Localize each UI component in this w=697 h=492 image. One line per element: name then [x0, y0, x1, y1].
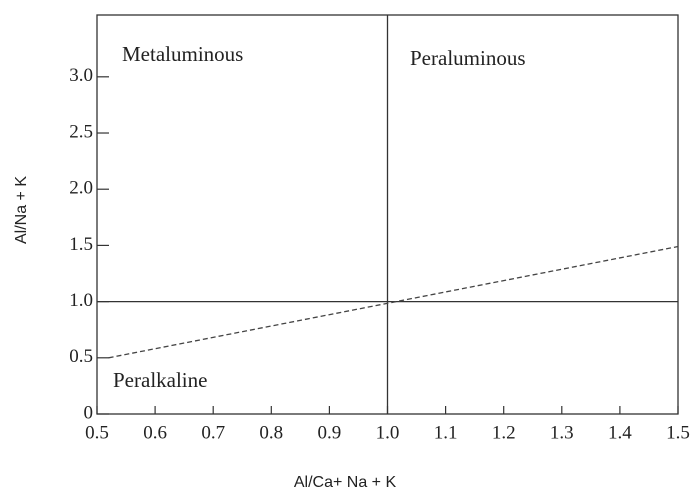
- y-tick-label: 2.0: [69, 178, 93, 199]
- x-tick-label: 0.9: [318, 422, 342, 443]
- series-line: [108, 245, 679, 359]
- region-label: Metaluminous: [122, 42, 243, 66]
- y-tick-label: 0: [84, 402, 94, 423]
- y-tick-label: 2.5: [69, 121, 93, 142]
- y-tick-label: 0.5: [69, 346, 93, 367]
- x-tick-label: 1.4: [608, 422, 632, 443]
- x-axis-label: Al/Ca+ Na + K: [294, 474, 397, 491]
- x-tick-label: 1.2: [492, 422, 516, 443]
- region-label: Peralkaline: [113, 368, 207, 392]
- y-tick-label: 1.5: [69, 234, 93, 255]
- x-tick-label: 1.3: [550, 422, 574, 443]
- x-tick-label: 0.7: [201, 422, 225, 443]
- x-tick-label: 0.5: [85, 422, 109, 443]
- x-tick-label: 1.0: [376, 422, 400, 443]
- x-tick-label: 1.1: [434, 422, 458, 443]
- x-tick-label: 0.6: [143, 422, 167, 443]
- x-tick-label: 0.8: [259, 422, 283, 443]
- y-axis-label: Al/Na + K: [13, 176, 30, 244]
- region-label: Peraluminous: [410, 46, 526, 70]
- y-tick-label: 1.0: [69, 290, 93, 311]
- y-tick-label: 3.0: [69, 65, 93, 86]
- x-tick-label: 1.5: [666, 422, 690, 443]
